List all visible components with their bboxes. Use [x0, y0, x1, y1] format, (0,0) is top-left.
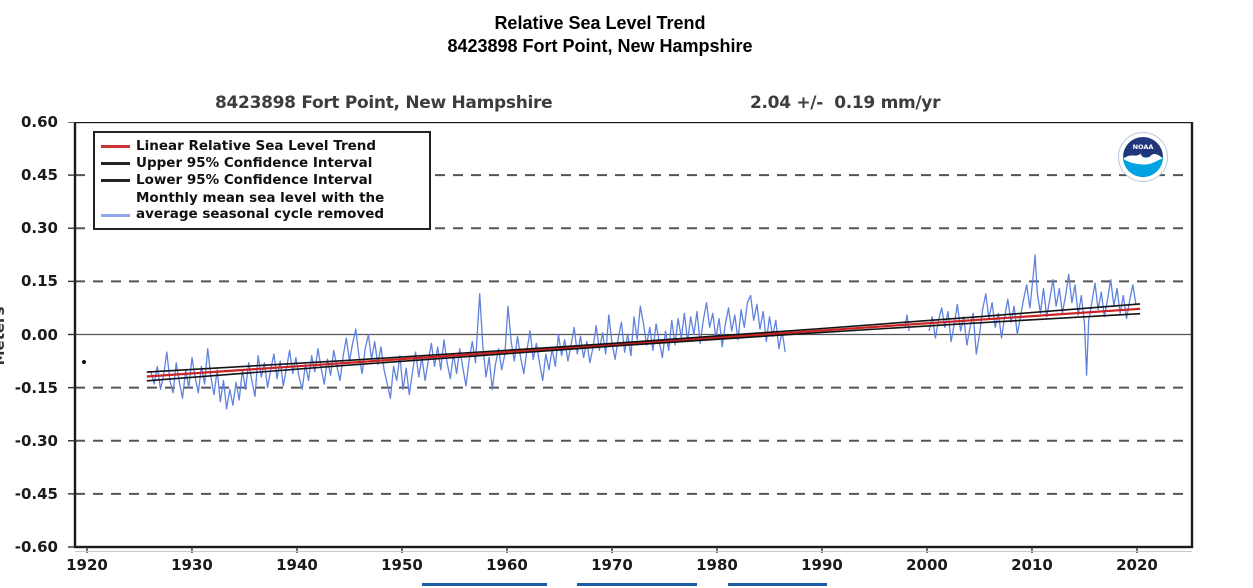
y-tick-label: -0.30 [14, 431, 58, 450]
footer-button-1[interactable] [422, 583, 547, 588]
x-tick-label: 2020 [1116, 556, 1158, 574]
page-title: Relative Sea Level Trend 8423898 Fort Po… [0, 12, 1200, 57]
trend-line [146, 307, 1141, 378]
x-tick-label: 1960 [486, 556, 528, 574]
y-tick-label: 0.15 [20, 272, 58, 291]
y-tick-label: -0.45 [14, 484, 58, 503]
x-tick-label: 1980 [696, 556, 738, 574]
y-tick-label: 0.45 [20, 166, 58, 185]
y-tick-label: 0.00 [20, 325, 58, 344]
stray-data-dot [81, 360, 86, 365]
legend-label: Upper 95% Confidence Interval [136, 155, 373, 172]
legend-label: Lower 95% Confidence Interval [136, 172, 373, 189]
x-tick-label: 1990 [801, 556, 843, 574]
noaa-logo-text: NOAA [1133, 143, 1154, 151]
trend-line-swatch-icon [101, 144, 130, 148]
chart-trend-value: 2.04 +/- 0.19 mm/yr [750, 93, 941, 113]
x-tick-label: 1950 [381, 556, 423, 574]
upper-ci-line [146, 303, 1141, 373]
legend-item-monthly-mean: Monthly mean sea level with the average … [101, 190, 423, 222]
chart-station-label: 8423898 Fort Point, New Hampshire [215, 93, 553, 113]
x-tick-label: 1940 [276, 556, 318, 574]
upper-ci-swatch-icon [101, 161, 130, 165]
y-axis-title: Meters [0, 306, 8, 366]
x-tick-label: 2010 [1011, 556, 1053, 574]
monthly-mean-line [150, 293, 786, 410]
y-tick-label: 0.30 [20, 219, 58, 238]
footer-button-2[interactable] [577, 583, 697, 588]
x-tick-label: 2000 [906, 556, 948, 574]
y-tick-label: -0.15 [14, 378, 58, 397]
sea-level-plot [68, 122, 1194, 553]
x-axis-tick-labels: 1920 1930 1940 1950 1960 1970 1980 1990 2000 2010… [0, 556, 1253, 578]
legend-label: Monthly mean sea level with the average … [136, 189, 385, 222]
y-tick-label: 0.60 [20, 113, 58, 131]
y-tick-label: -0.60 [14, 538, 58, 556]
chart-legend: Linear Relative Sea Level Trend Upper 95… [93, 131, 431, 230]
y-axis-tick-labels: 0.60 0.45 0.30 0.15 0.00 -0.15 -0.30 -0.45 -0.60 [0, 0, 66, 588]
page-title-line2: 8423898 Fort Point, New Hampshire [447, 35, 753, 56]
lower-ci-line [146, 312, 1141, 382]
x-tick-label: 1970 [591, 556, 633, 574]
legend-item-lower-ci: Lower 95% Confidence Interval [101, 172, 423, 188]
footer-button-3[interactable] [728, 583, 827, 588]
page-title-line1: Relative Sea Level Trend [494, 13, 706, 33]
x-tick-label: 1930 [171, 556, 213, 574]
legend-item-trend: Linear Relative Sea Level Trend [101, 138, 423, 154]
axis-shadow-line [75, 551, 1192, 552]
legend-label: Linear Relative Sea Level Trend [136, 138, 377, 154]
lower-ci-swatch-icon [101, 178, 130, 182]
legend-item-upper-ci: Upper 95% Confidence Interval [101, 155, 423, 171]
x-tick-label: 1920 [66, 556, 108, 574]
monthly-mean-swatch-icon [101, 213, 130, 217]
noaa-logo-icon: NOAA [1118, 132, 1168, 182]
